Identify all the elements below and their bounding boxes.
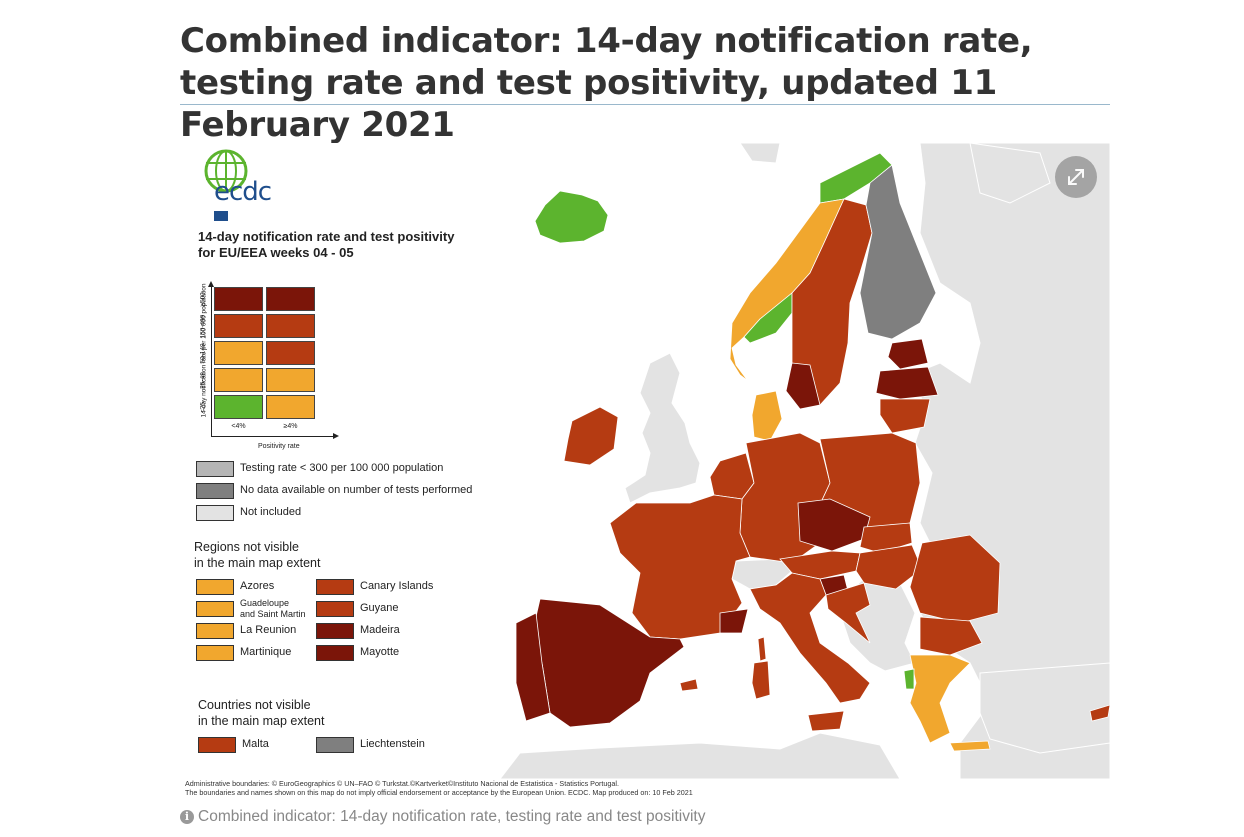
balearics: [679, 678, 699, 692]
eu-flag-icon: [214, 211, 228, 221]
sardinia: [751, 660, 771, 700]
x-tick-label: ≥4%: [283, 423, 298, 430]
france: [609, 494, 751, 640]
map-frame[interactable]: [180, 143, 1110, 779]
matrix-cell: [266, 287, 315, 311]
sicily: [807, 710, 845, 732]
region-item-label: Martinique: [240, 646, 292, 658]
y-tick-label: 150-499: [199, 314, 207, 339]
y-tick-label: 50-149: [199, 343, 207, 364]
matrix-cell: [214, 314, 263, 338]
croatia: [825, 582, 871, 644]
region-item-swatch: [196, 601, 234, 617]
x-axis-line: [211, 436, 335, 437]
credits-line1: Administrative boundaries: © EuroGeograp…: [185, 779, 619, 788]
globe-icon: [204, 149, 248, 193]
matrix-cell: [214, 395, 263, 419]
region-item-label-line2: and Saint Martin: [240, 609, 306, 619]
x-axis-arrow: [333, 433, 339, 439]
liguria: [719, 608, 749, 634]
region-item-swatch: [316, 579, 354, 595]
bulgaria: [919, 616, 983, 656]
matrix-cell: [266, 368, 315, 392]
corsica: [757, 636, 767, 662]
logo-wordmark: ecdc: [214, 177, 272, 207]
hungary: [855, 544, 923, 590]
y-axis-arrow: [208, 281, 214, 287]
matrix-cell: [214, 341, 263, 365]
expand-icon: [1068, 169, 1084, 185]
expand-map-button[interactable]: [1055, 156, 1097, 198]
map-legend: ecdc 14-day notification rate and test p…: [180, 143, 500, 779]
denmark: [751, 390, 783, 442]
region-item-label: La Reunion: [240, 624, 297, 636]
title-divider: [180, 104, 1110, 105]
credits-line2: The boundaries and names shown on this m…: [185, 788, 693, 797]
region-item-label: Guadeloupe: [240, 598, 290, 608]
status-item-label: Not included: [240, 506, 302, 518]
y-tick-label: 25-49: [199, 372, 207, 389]
regions-title-line2: in the main map extent: [194, 556, 321, 570]
romania: [909, 534, 1001, 624]
matrix-cell: [214, 368, 263, 392]
cyprus: [1089, 704, 1110, 722]
risk-matrix: 14-day notification rate per 100 000 pop…: [194, 281, 344, 450]
status-item-swatch: [196, 505, 234, 521]
status-item-label: No data available on number of tests per…: [240, 484, 473, 496]
portugal: [515, 612, 551, 722]
country-item-label: Malta: [242, 738, 269, 750]
legend-title-line1: 14-day notification rate and test positi…: [198, 229, 455, 244]
status-item-label: Testing rate < 300 per 100 000 populatio…: [240, 462, 444, 474]
region-item-label: Guyane: [360, 602, 399, 614]
ireland: [563, 406, 619, 466]
legend-title-line2: for EU/EEA weeks 04 - 05: [198, 245, 354, 260]
region-item-swatch: [196, 645, 234, 661]
country-item-swatch: [316, 737, 354, 753]
x-tick-label: <4%: [231, 423, 246, 430]
status-item-swatch: [196, 483, 234, 499]
x-axis-label: Positivity rate: [258, 443, 300, 450]
status-item-swatch: [196, 461, 234, 477]
info-icon: i: [180, 810, 194, 824]
region-item-label: Canary Islands: [360, 580, 434, 592]
region-item-swatch: [316, 623, 354, 639]
country-item-swatch: [198, 737, 236, 753]
lithuania: [879, 398, 931, 434]
italy: [749, 572, 871, 704]
countries-title-line2: in the main map extent: [198, 714, 325, 728]
region-item-swatch: [196, 623, 234, 639]
y-tick-label: <25: [199, 401, 207, 414]
region-item-swatch: [196, 579, 234, 595]
region-item-label: Madeira: [360, 624, 400, 636]
caption-text: Combined indicator: 14-day notification …: [198, 808, 706, 825]
matrix-cell: [214, 287, 263, 311]
matrix-cell: [266, 341, 315, 365]
figure-caption: i Combined indicator: 14-day notification…: [180, 808, 705, 826]
matrix-cell: [266, 395, 315, 419]
region-item-swatch: [316, 601, 354, 617]
y-tick-label: ≥500: [199, 292, 207, 307]
sweden-south: [785, 362, 821, 410]
map-credits: Administrative boundaries: © EuroGeograp…: [185, 779, 693, 797]
country-item-label: Liechtenstein: [360, 738, 425, 750]
region-item-label: Mayotte: [360, 646, 400, 658]
page-title: Combined indicator: 14-day notification …: [180, 21, 1033, 145]
albania-area: [903, 668, 915, 690]
iceland: [534, 190, 609, 244]
region-item-label: Azores: [240, 580, 275, 592]
regions-title-line1: Regions not visible: [194, 540, 299, 554]
region-item-swatch: [316, 645, 354, 661]
crete: [949, 740, 991, 752]
countries-title-line1: Countries not visible: [198, 698, 311, 712]
finland: [859, 164, 937, 340]
ecdc-logo: ecdc: [196, 147, 296, 227]
y-axis-line: [211, 285, 212, 437]
matrix-cell: [266, 314, 315, 338]
greece: [909, 654, 971, 744]
europe-map[interactable]: [180, 143, 1110, 779]
latvia: [875, 366, 939, 400]
estonia: [887, 338, 929, 370]
